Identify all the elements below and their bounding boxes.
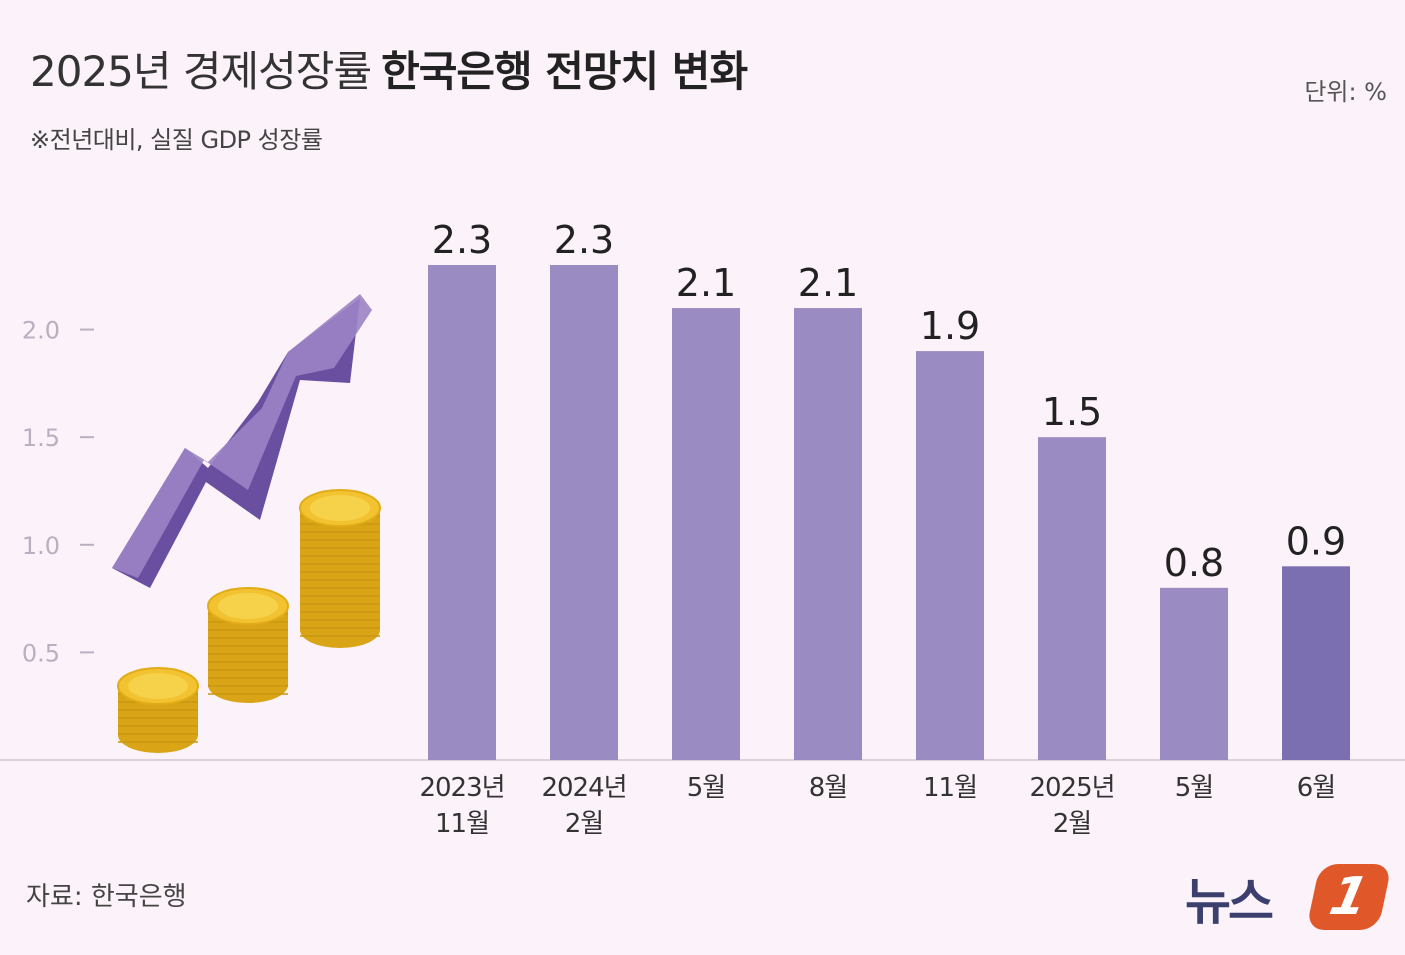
source-note: 자료: 한국은행 xyxy=(26,882,187,912)
x-category-label: 5월 xyxy=(1175,773,1213,803)
bar-value-label: 1.5 xyxy=(1042,390,1102,434)
y-tick-label: 2.0 xyxy=(22,317,60,345)
x-category-label: 2025년 xyxy=(1029,773,1114,803)
title-bold: 한국은행 전망치 변화 xyxy=(381,47,748,96)
x-category-label: 2023년 xyxy=(419,773,504,803)
unit-label: 단위: % xyxy=(1304,78,1387,106)
bar-value-label: 2.3 xyxy=(554,218,614,262)
logo-text: 뉴스 xyxy=(1185,873,1274,931)
bar xyxy=(1038,437,1106,760)
x-category-label: 2월 xyxy=(565,809,603,839)
bar xyxy=(916,351,984,760)
bar xyxy=(550,265,618,760)
x-category-label: 11월 xyxy=(923,773,977,803)
y-tick-label: 1.0 xyxy=(22,532,60,560)
growth-illustration xyxy=(112,294,381,753)
bars: 2.3 2023년 11월 2.3 2024년 2월 2.1 5월 2.1 8월 1.9 11월 1.5… xyxy=(419,218,1350,839)
chart-title: 2025년 경제성장률 한국은행 전망치 변화 xyxy=(30,38,748,99)
y-tick-label: 1.5 xyxy=(22,424,60,452)
bar xyxy=(428,265,496,760)
bar xyxy=(1282,566,1350,760)
news1-logo: 뉴스 1 xyxy=(1185,862,1393,934)
coin-stacks-icon xyxy=(117,489,381,753)
x-category-label: 11월 xyxy=(435,809,489,839)
bar xyxy=(1160,587,1228,760)
bar-value-label: 1.9 xyxy=(920,304,980,348)
chart-subtitle: ※전년대비, 실질 GDP 성장률 xyxy=(30,126,323,154)
bar-value-label: 2.1 xyxy=(798,261,858,305)
rising-arrow-icon xyxy=(112,294,372,588)
bar-value-label: 0.8 xyxy=(1164,541,1224,585)
x-category-label: 2월 xyxy=(1053,809,1091,839)
bar-value-label: 2.1 xyxy=(676,261,736,305)
bar-value-label: 2.3 xyxy=(432,218,492,262)
y-tick-label: 0.5 xyxy=(22,639,60,667)
logo-badge: 1 xyxy=(1305,864,1393,930)
x-category-label: 6월 xyxy=(1297,773,1335,803)
bar xyxy=(672,308,740,760)
x-category-label: 5월 xyxy=(687,773,725,803)
y-axis: 0.5 1.0 1.5 2.0 xyxy=(22,317,94,667)
bar-value-label: 0.9 xyxy=(1286,519,1346,563)
title-light: 2025년 경제성장률 xyxy=(30,47,372,96)
bar xyxy=(794,308,862,760)
x-category-label: 8월 xyxy=(809,773,847,803)
x-category-label: 2024년 xyxy=(541,773,626,803)
